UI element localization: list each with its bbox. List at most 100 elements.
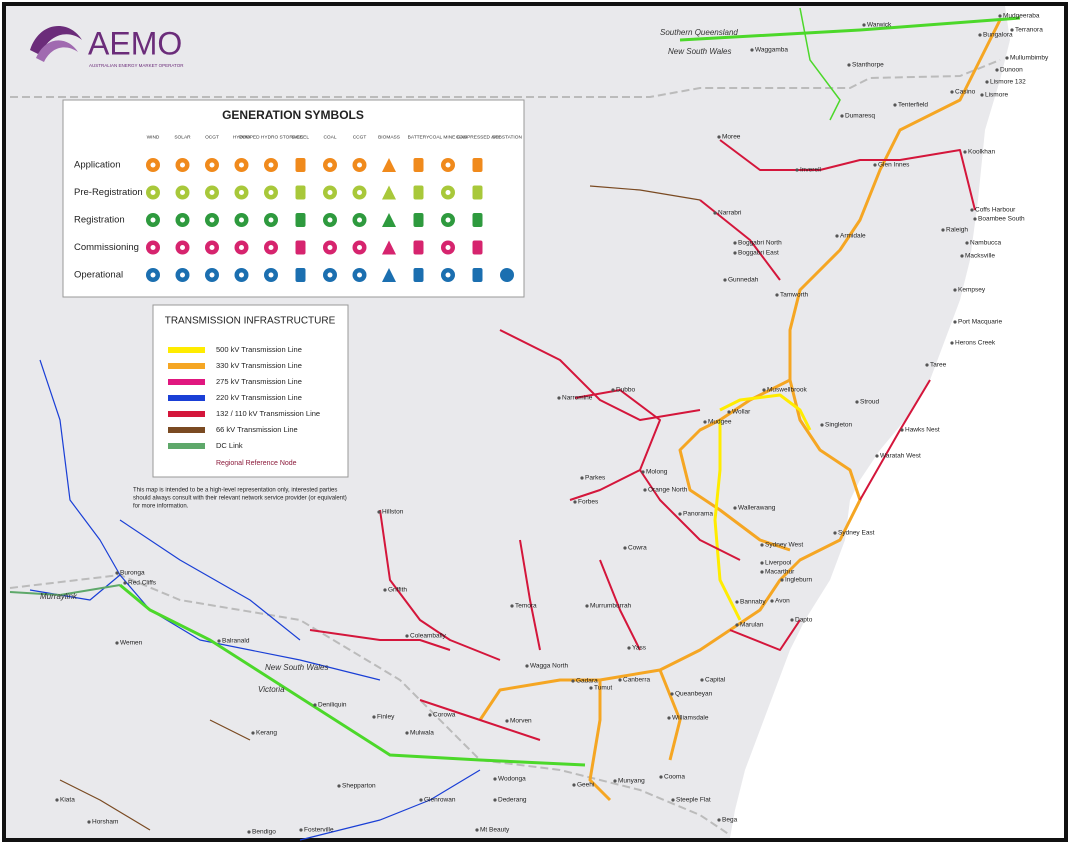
- region-label: Murraylink: [40, 592, 78, 601]
- symbol-center: [445, 272, 451, 278]
- place-label: Forbes: [578, 499, 599, 506]
- transmission-line: [599, 559, 641, 651]
- symbol-center: [445, 217, 451, 223]
- symbol-center: [150, 162, 156, 168]
- place-node: [613, 779, 617, 783]
- place-label: Cowra: [628, 545, 647, 552]
- place-label: Canberra: [623, 677, 650, 684]
- line-swatch: [168, 411, 205, 417]
- place-label: Dumaresq: [845, 113, 875, 120]
- place-node: [733, 251, 737, 255]
- column-label: BIOMASS: [378, 134, 400, 140]
- place-node: [840, 114, 844, 118]
- place-label: Williamsdale: [672, 715, 709, 722]
- place-node: [733, 506, 737, 510]
- symbol-center: [268, 217, 274, 223]
- generation-legend: [62, 99, 525, 298]
- symbol-center: [327, 190, 333, 195]
- symbol: [413, 213, 424, 227]
- place-node: [925, 363, 929, 367]
- column-label: SOLAR: [174, 134, 191, 140]
- transmission-line: [59, 779, 151, 831]
- symbol-center: [357, 162, 362, 168]
- place-node: [428, 713, 432, 717]
- place-node: [713, 211, 717, 215]
- place-label: Geehi: [577, 782, 594, 789]
- place-label: Muswellbrook: [767, 387, 807, 394]
- place-label: Liverpool: [765, 560, 792, 567]
- symbol-center: [268, 245, 274, 250]
- transmission-legend: [152, 304, 349, 478]
- logo: AEMO AUSTRALIAN ENERGY MARKET OPERATOR: [30, 25, 184, 68]
- transmission-line: [209, 719, 251, 741]
- place-node: [313, 703, 317, 707]
- symbol: [472, 268, 483, 282]
- place-node: [775, 293, 779, 297]
- column-label: COAL: [323, 134, 336, 140]
- symbol-center: [180, 162, 185, 168]
- place-node: [251, 731, 255, 735]
- place-label: Griffith: [388, 587, 407, 594]
- place-label: Buronga: [120, 570, 145, 577]
- line-label: DC Link: [216, 441, 243, 450]
- transmission-line: [678, 378, 791, 552]
- place-node: [627, 646, 631, 650]
- symbol: [295, 213, 306, 227]
- place-node: [965, 241, 969, 245]
- symbol-center: [150, 272, 156, 278]
- place-node: [405, 634, 409, 638]
- place-node: [372, 715, 376, 719]
- state-border: [10, 59, 1001, 98]
- symbol: [295, 240, 306, 255]
- place-label: Mt Beauty: [480, 827, 510, 834]
- symbol: [382, 240, 396, 255]
- transmission-line: [729, 619, 801, 651]
- place-node: [667, 716, 671, 720]
- place-label: Terranora: [1015, 27, 1043, 34]
- symbol-center: [209, 245, 215, 250]
- symbol: [472, 213, 483, 227]
- transmission-line: [419, 699, 541, 741]
- symbol: [382, 185, 396, 200]
- place-node: [833, 531, 837, 535]
- place-node: [760, 561, 764, 565]
- place-node: [510, 604, 514, 608]
- disclaimer-line: This map is intended to be a high-level …: [133, 488, 337, 494]
- place-label: Armidale: [840, 233, 866, 240]
- column-label: BATTERY: [408, 134, 430, 140]
- place-label: Narrabri: [718, 210, 741, 217]
- symbol-center: [268, 190, 274, 195]
- symbol-center: [180, 190, 185, 195]
- place-label: Tenterfield: [898, 102, 928, 109]
- transmission-line: [639, 469, 741, 561]
- symbol-center: [445, 190, 451, 195]
- place-label: Deniliquin: [318, 702, 347, 709]
- place-label: Wallerawang: [738, 505, 776, 512]
- column-label: COAL MINE GAS: [429, 134, 467, 140]
- place-node: [998, 14, 1002, 18]
- legend-title: GENERATION SYMBOLS: [222, 108, 364, 122]
- place-label: Warwick: [867, 22, 892, 29]
- place-node: [217, 639, 221, 643]
- place-node: [963, 150, 967, 154]
- place-label: Bendigo: [252, 829, 276, 836]
- symbol-center: [327, 272, 333, 278]
- transmission-line: [119, 519, 301, 641]
- transmission-line: [299, 769, 481, 841]
- place-label: Port Macquarie: [958, 319, 1002, 326]
- place-node: [383, 588, 387, 592]
- place-node: [855, 400, 859, 404]
- place-node: [760, 543, 764, 547]
- place-label: Macarthur: [765, 569, 795, 576]
- line-swatch: [168, 363, 205, 369]
- place-node: [780, 578, 784, 582]
- place-node: [337, 784, 341, 788]
- place-label: Horsham: [92, 819, 118, 826]
- place-node: [405, 731, 409, 735]
- place-label: Kerang: [256, 730, 277, 737]
- place-node: [953, 288, 957, 292]
- symbol: [472, 240, 483, 255]
- place-label: Bungalora: [983, 32, 1013, 39]
- place-label: Orange North: [648, 487, 688, 494]
